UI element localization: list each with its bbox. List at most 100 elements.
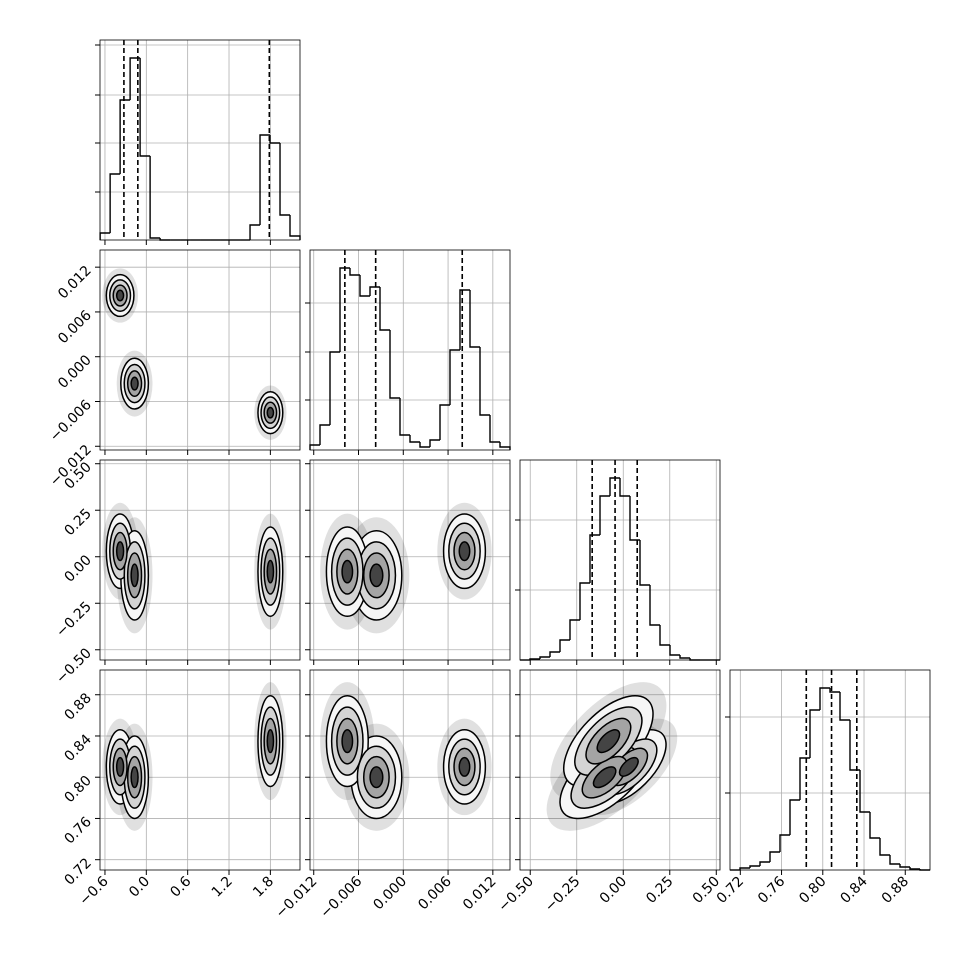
histogram-bin — [119, 99, 131, 174]
histogram-bin — [639, 540, 650, 586]
histogram-bin — [869, 812, 880, 839]
histogram-bin — [109, 173, 121, 233]
histogram-bin — [899, 864, 910, 868]
histogram-bin — [269, 135, 281, 144]
histogram-bin — [539, 656, 550, 659]
density — [320, 502, 492, 634]
y-tick-label: 0.80 — [61, 773, 94, 806]
histogram-bin — [329, 351, 340, 425]
y-tick-label: 0.84 — [61, 731, 94, 764]
histogram-bin — [139, 58, 151, 157]
histogram-bin — [419, 442, 430, 448]
panel-frame — [99, 249, 301, 451]
histogram-bin — [659, 625, 670, 646]
y-tick-label: 0.88 — [61, 690, 94, 723]
x-tick-label: 0.88 — [879, 874, 912, 907]
panel-frame — [309, 669, 511, 871]
histogram-bin — [879, 838, 890, 856]
histogram-bin — [649, 585, 660, 626]
histogram-bin — [619, 478, 630, 497]
histogram-bin — [469, 290, 480, 348]
histogram-bin — [439, 404, 450, 440]
y-tick-label: −0.50 — [53, 645, 95, 687]
contour — [130, 563, 139, 588]
x-tick-label: 0.84 — [837, 873, 870, 906]
histogram-bin — [259, 134, 271, 225]
x-tick-label: −0.25 — [542, 874, 584, 916]
histogram-bin — [279, 143, 291, 216]
panel-frame — [99, 669, 301, 871]
contour — [369, 563, 384, 588]
panel — [305, 459, 511, 665]
panel: −0.6 0.0 0.6 1.2 1.80.720.760.800.840.88 — [61, 669, 301, 909]
histogram-bin — [809, 709, 820, 758]
histogram-bin — [489, 415, 500, 443]
histogram-bin — [339, 267, 350, 352]
histogram-bin — [909, 867, 920, 870]
histogram-bin — [409, 435, 420, 443]
histogram-bin — [679, 655, 690, 659]
histogram-bin — [249, 224, 261, 240]
contour — [369, 766, 384, 789]
y-tick-label: −0.25 — [53, 599, 95, 641]
panel-frame — [729, 669, 931, 871]
x-tick-label: 0.6 — [167, 873, 194, 900]
histogram-bin — [889, 855, 900, 865]
histogram-bin — [349, 268, 360, 276]
contour — [596, 729, 621, 754]
y-tick-label: 0.00 — [61, 552, 94, 585]
x-tick-label: −0.012 — [273, 874, 321, 922]
density — [102, 268, 287, 440]
histogram-bin — [749, 865, 760, 868]
histogram-bin — [129, 57, 141, 100]
histogram-bin — [399, 398, 410, 436]
contour — [341, 729, 354, 754]
histogram-bin — [779, 834, 790, 852]
contour — [115, 541, 125, 562]
histogram-bin — [599, 495, 610, 535]
panel-frame — [309, 459, 511, 661]
density — [102, 502, 287, 634]
contour — [266, 559, 275, 584]
histogram-bin — [629, 496, 640, 541]
x-tick-label: 1.8 — [250, 874, 277, 901]
x-tick-label: 0.006 — [415, 873, 455, 913]
histogram-bin — [819, 687, 830, 710]
contour — [592, 766, 617, 789]
histogram-bin — [839, 692, 850, 721]
histogram-bin — [739, 867, 750, 870]
contour — [341, 559, 354, 584]
histogram-bin — [549, 651, 560, 657]
x-tick-label: 0.000 — [370, 874, 410, 914]
histogram-bin — [379, 287, 390, 331]
y-tick-label: 0.006 — [55, 307, 95, 347]
x-tick-label: −0.006 — [317, 873, 365, 921]
density — [102, 682, 287, 831]
histogram-bin — [849, 720, 860, 771]
histogram-bin — [789, 799, 800, 835]
histogram-bin — [499, 442, 511, 450]
panel-frame — [519, 669, 721, 871]
histogram-bin — [669, 645, 680, 656]
density — [546, 682, 678, 831]
contour — [115, 289, 125, 302]
contour — [618, 756, 639, 777]
x-tick-label: 0.0 — [126, 874, 153, 901]
histogram-bin — [449, 349, 460, 405]
panel: −0.50−0.250.000.250.50 — [53, 459, 301, 687]
histogram-bin — [429, 439, 440, 447]
histogram-bin — [799, 757, 810, 800]
histogram-bin — [829, 688, 840, 693]
histogram-bin — [579, 582, 590, 620]
histogram-bin — [769, 851, 780, 862]
contour — [458, 541, 471, 562]
histogram-bin — [359, 275, 370, 297]
histogram-bin — [559, 639, 570, 652]
x-tick-label: 0.76 — [755, 873, 788, 906]
x-tick-label: −0.50 — [495, 874, 537, 916]
density — [320, 682, 492, 831]
